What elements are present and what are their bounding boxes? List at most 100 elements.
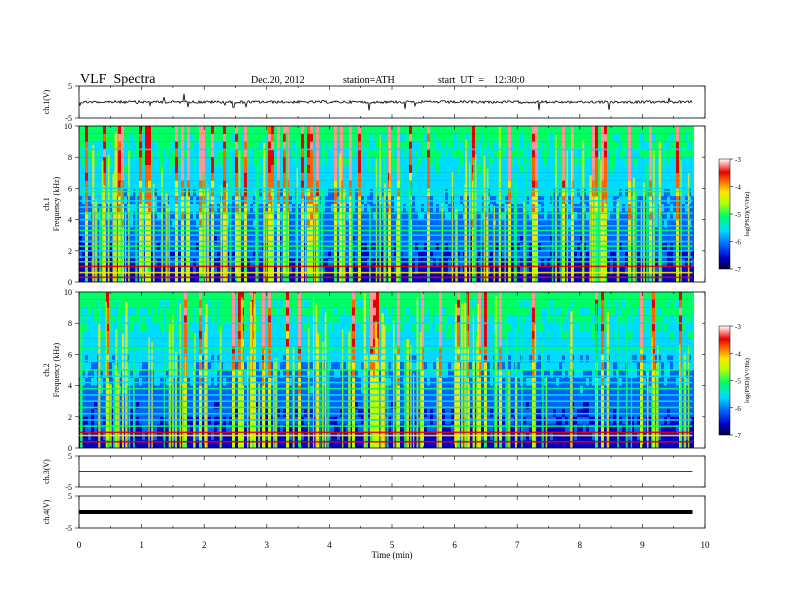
spectrogram-cell [580, 266, 583, 275]
spectrogram-cell [232, 235, 235, 243]
spectrogram-cell [352, 211, 355, 220]
spectrogram-cell [508, 180, 511, 189]
spectrogram-cell [337, 235, 340, 243]
spectrogram-cell [619, 211, 622, 220]
spectrogram-cell [607, 133, 610, 142]
spectrogram-cell [115, 299, 118, 308]
spectrogram-cell [154, 323, 157, 331]
spectrogram-cell [100, 149, 103, 158]
spectrogram-cell [88, 266, 91, 275]
spectrogram-cell [496, 211, 499, 220]
spectrogram-cell [670, 211, 673, 220]
spectrogram-cell [208, 219, 211, 228]
spectrogram-cell [670, 172, 673, 181]
spectrogram-cell [316, 149, 319, 158]
ch1-waveform-panel: 5-5ch.1(V) [42, 82, 706, 123]
spectrogram-cell [343, 149, 346, 158]
spectrogram-cell [142, 157, 145, 165]
spectrogram-cell [613, 211, 616, 220]
spectrogram-cell [349, 126, 352, 134]
spectrogram-cell [205, 141, 208, 150]
spectrogram-cell [145, 393, 148, 402]
spectrogram-cell [235, 172, 238, 181]
spectrogram-cell [265, 141, 268, 150]
spectrogram-cell [442, 157, 445, 165]
spectrogram-cell [355, 149, 358, 158]
spectrogram-cell [370, 149, 373, 158]
spectrogram-cell [145, 250, 148, 259]
spectrogram-cell [448, 235, 451, 243]
colorbar-tick-label: -6 [735, 239, 741, 247]
spectrogram-cell [109, 165, 112, 173]
spectrogram-cell [670, 235, 673, 243]
spectrogram-cell [568, 219, 571, 228]
spectrogram-cell [571, 250, 574, 259]
spectrogram-streak [451, 172, 454, 282]
spectrogram-streak [475, 154, 477, 282]
spectrogram-cell [616, 126, 619, 134]
spectrogram-cell [250, 157, 253, 165]
spectrogram-cell [106, 141, 109, 150]
spectrogram-cell [244, 235, 247, 243]
spectrogram-cell [502, 141, 505, 150]
spectrogram-cell [685, 180, 688, 189]
spectrogram-cell [187, 126, 190, 134]
spectrogram-cell [337, 157, 340, 165]
spectrogram-streak [571, 133, 573, 282]
spectrogram-cell [91, 292, 94, 300]
spectrogram-cell [358, 126, 361, 134]
spectrogram-cell [226, 157, 229, 165]
spectrogram-cell [334, 219, 337, 228]
spectrogram-cell [655, 141, 658, 150]
spectrogram-cell [139, 401, 142, 409]
spectrogram-cell [361, 172, 364, 181]
spectrogram-cell [94, 362, 97, 370]
spectrogram-cell [412, 133, 415, 142]
spectrogram-cell [607, 149, 610, 158]
spectrogram-cell [166, 393, 169, 402]
spectrogram-cell [442, 149, 445, 158]
spectrogram-cell [487, 157, 490, 165]
spectrogram-cell [565, 141, 568, 150]
spectrogram-cell [685, 250, 688, 259]
spectrogram-cell [346, 133, 349, 142]
spectrogram-cell [400, 141, 403, 150]
spectrogram-cell [478, 266, 481, 275]
spectrogram-cell [595, 165, 598, 173]
spectrogram-cell [421, 235, 424, 243]
spectrogram-streak [631, 184, 633, 282]
spectrogram-cell [565, 126, 568, 134]
spectrogram-cell [427, 266, 430, 275]
spectrogram-cell [274, 180, 277, 189]
narrowband-line [79, 240, 693, 243]
spectrogram-cell [376, 266, 379, 275]
spectrogram-cell [133, 292, 136, 300]
spectrogram-cell [316, 141, 319, 150]
spectrogram-cell [175, 165, 178, 173]
spectrogram-cell [133, 211, 136, 220]
spectrogram-cell [688, 157, 691, 165]
spectrogram-cell [382, 133, 385, 142]
spectrogram-cell [391, 133, 394, 142]
spectrogram-cell [643, 172, 646, 181]
spectrogram-cell [460, 235, 463, 243]
spectrogram-cell [178, 141, 181, 150]
spectrogram-cell [268, 250, 271, 259]
spectrogram-cell [517, 250, 520, 259]
spectrogram-cell [364, 235, 367, 243]
spectrogram-cell [280, 126, 283, 134]
spectrogram-cell [553, 235, 556, 243]
spectrogram-cell [523, 149, 526, 158]
spectrogram-cell [415, 126, 418, 134]
spectrogram-cell [244, 266, 247, 275]
spectrogram-cell [664, 172, 667, 181]
spectrogram-cell [451, 149, 454, 158]
spectrogram-cell [79, 141, 82, 150]
spectrogram-cell [148, 331, 151, 339]
spectrogram-cell [691, 227, 694, 236]
spectrogram-cell [250, 141, 253, 150]
spectrogram-cell [535, 266, 538, 275]
spectrogram-cell [139, 323, 142, 331]
spectrogram-cell [496, 133, 499, 142]
spectrogram-cell [307, 133, 310, 142]
